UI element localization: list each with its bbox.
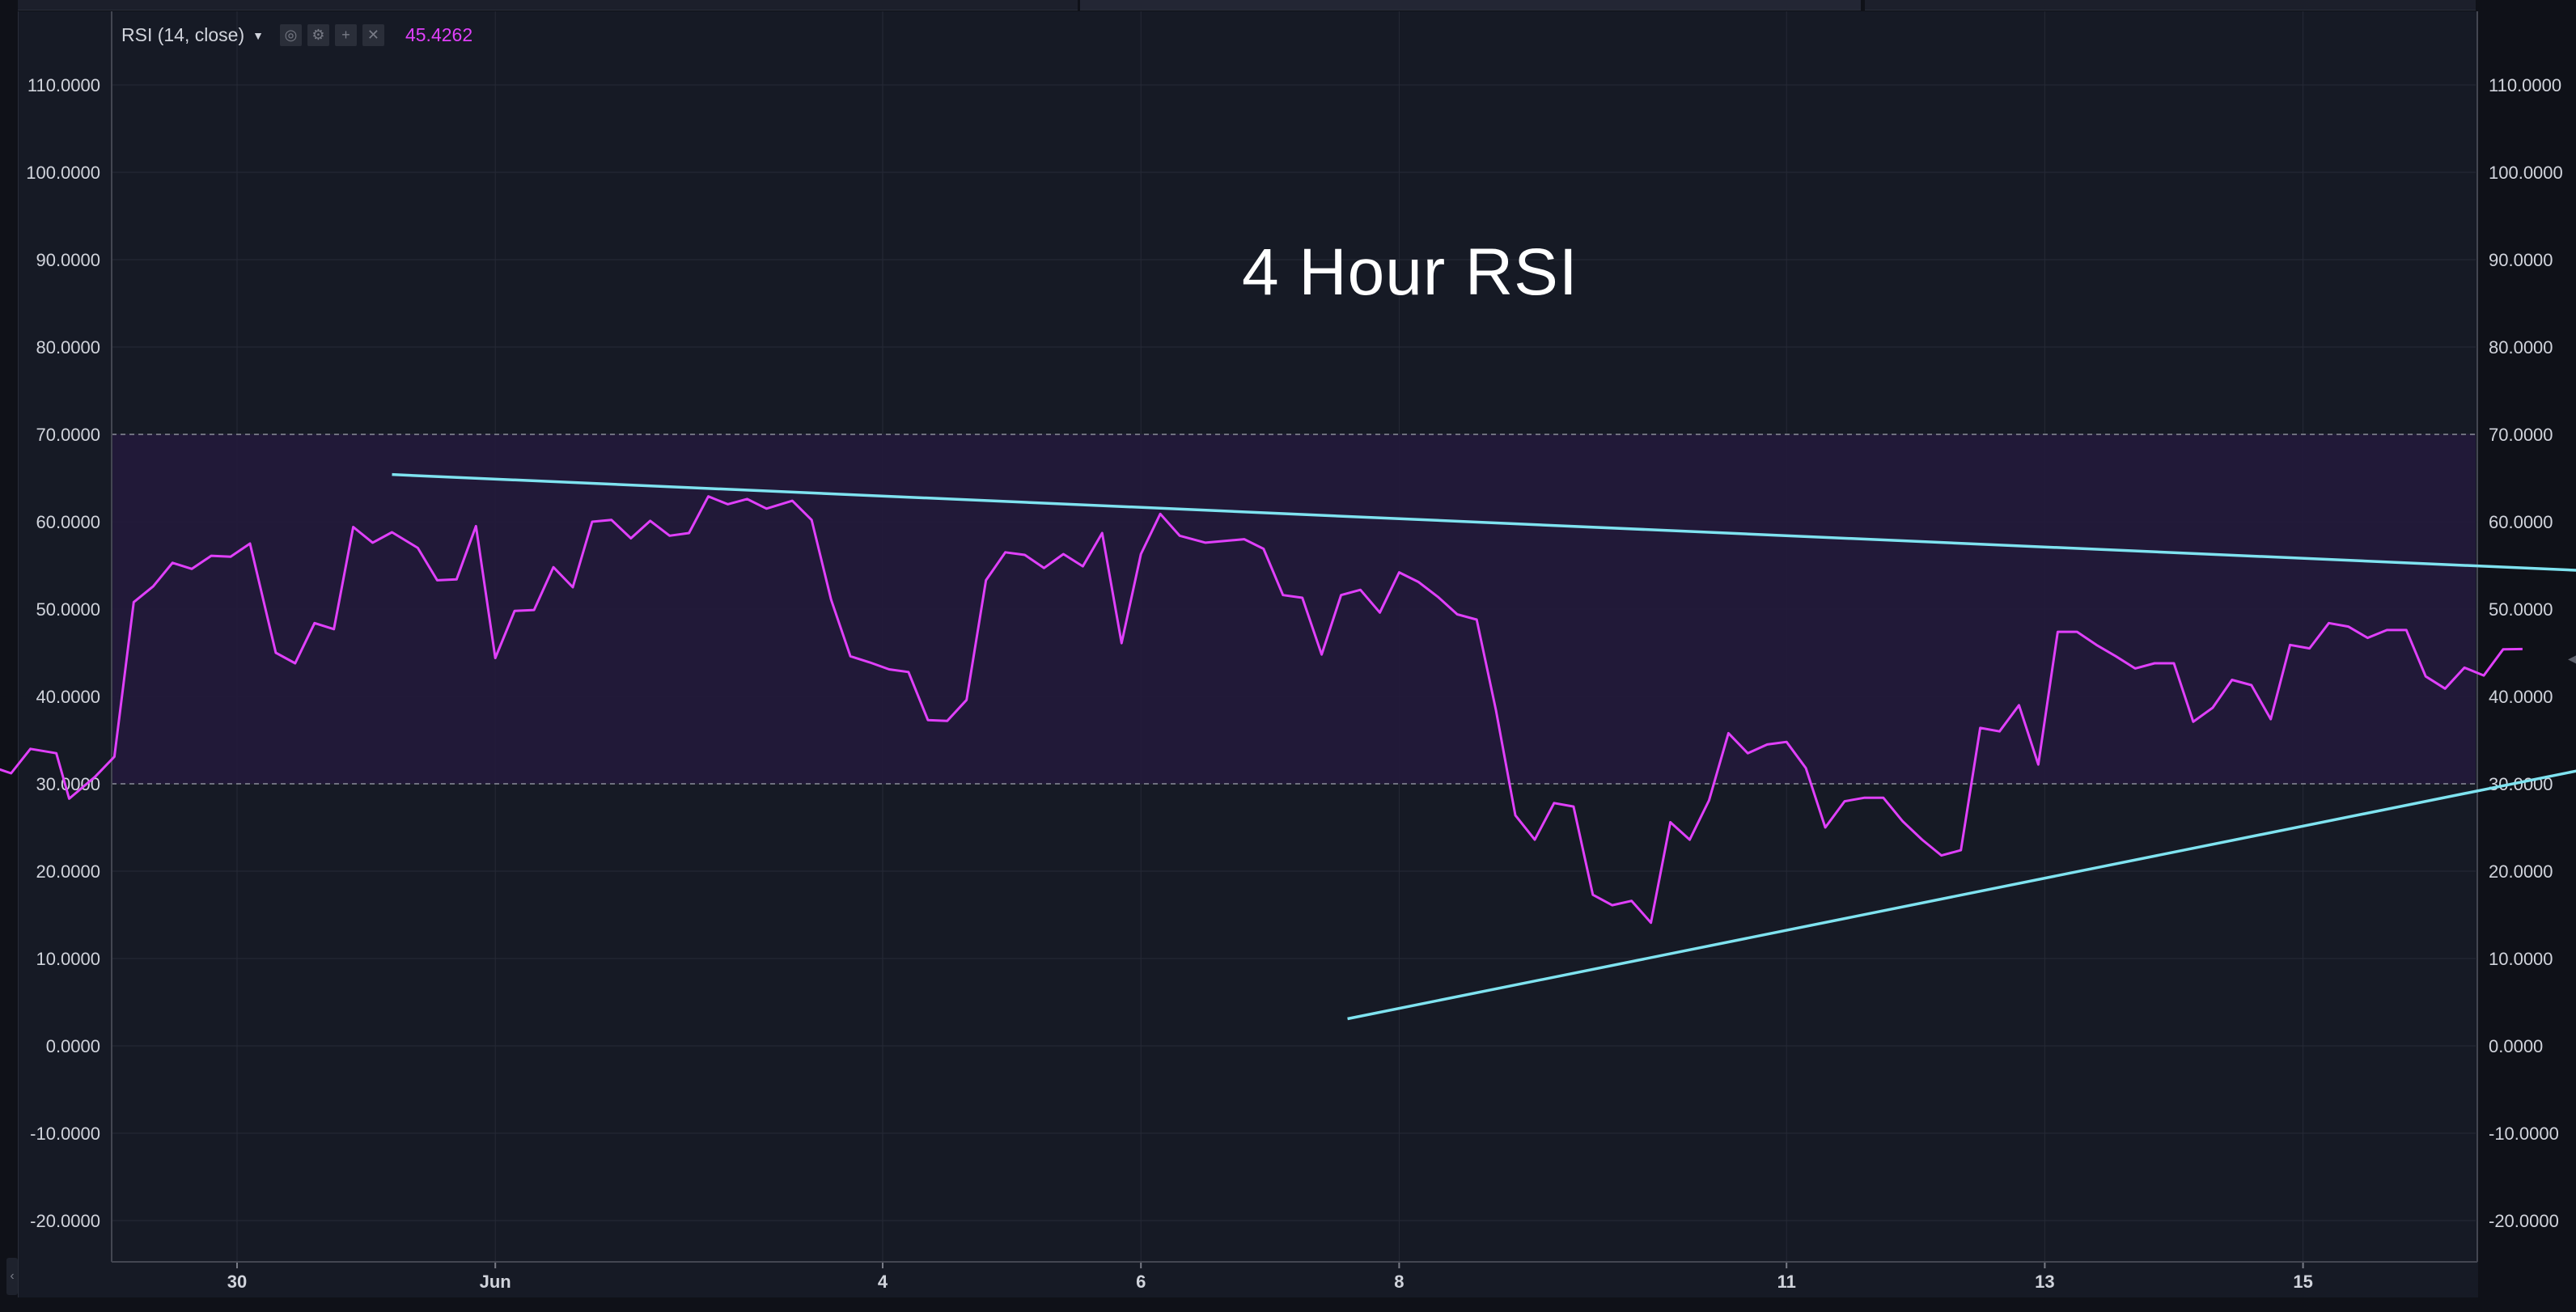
- y-tick-label-left: -20.0000: [30, 1211, 100, 1231]
- chevron-left-icon[interactable]: ‹: [6, 1258, 18, 1295]
- chart-title-annotation[interactable]: 4 Hour RSI: [1242, 235, 1578, 309]
- indicator-legend[interactable]: RSI (14, close) ▼ ◎ ⚙ + ✕ 45.4262: [121, 24, 472, 46]
- y-tick-label-left: 70.0000: [36, 425, 100, 445]
- x-tick-label: 8: [1394, 1272, 1404, 1292]
- x-tick-label: 6: [1136, 1272, 1146, 1292]
- y-tick-label-left: -10.0000: [30, 1124, 100, 1144]
- y-tick-label-left: 60.0000: [36, 512, 100, 532]
- rsi-series: [0, 495, 2523, 925]
- y-tick-label-right: -20.0000: [2489, 1211, 2559, 1231]
- y-tick-label-left: 50.0000: [36, 599, 100, 620]
- gear-icon[interactable]: ⚙: [307, 24, 329, 46]
- indicator-value: 45.4262: [405, 24, 473, 45]
- x-tick-label: 15: [2293, 1272, 2312, 1292]
- eye-icon[interactable]: ◎: [279, 24, 302, 46]
- y-tick-label-left: 20.0000: [36, 861, 100, 882]
- y-tick-label-right: 110.0000: [2489, 75, 2561, 95]
- y-tick-label-left: 0.0000: [46, 1036, 100, 1056]
- y-tick-label-right: 0.0000: [2489, 1036, 2543, 1056]
- chevron-down-icon[interactable]: ▼: [252, 28, 264, 42]
- x-tick-label: 30: [227, 1272, 247, 1292]
- y-tick-label-right: 10.0000: [2489, 949, 2553, 969]
- y-tick-label-right: 40.0000: [2489, 687, 2553, 707]
- legend-buttons: ◎ ⚙ + ✕: [279, 24, 384, 46]
- trendlines[interactable]: [392, 472, 2576, 1021]
- y-tick-label-right: -10.0000: [2489, 1124, 2559, 1144]
- x-tick-label: 11: [1777, 1272, 1796, 1292]
- y-tick-label-right: 70.0000: [2489, 425, 2553, 445]
- y-tick-label-left: 40.0000: [36, 687, 100, 707]
- top-toolbar-strip-right: [1865, 0, 2476, 11]
- indicator-name[interactable]: RSI (14, close): [121, 24, 245, 45]
- x-tick-label: 4: [878, 1272, 888, 1292]
- y-tick-label-right: 80.0000: [2489, 337, 2553, 358]
- top-toolbar-strip: [18, 0, 1078, 11]
- chevron-left-icon[interactable]: ◀: [2568, 652, 2576, 665]
- rsi-band: [112, 434, 2476, 785]
- y-tick-label-right: 100.0000: [2489, 163, 2563, 183]
- overbought-oversold-band: [112, 434, 2476, 784]
- close-icon[interactable]: ✕: [362, 24, 384, 46]
- x-tick-label: 13: [2035, 1272, 2054, 1292]
- y-tick-label-right: 90.0000: [2489, 250, 2553, 270]
- plus-icon[interactable]: +: [334, 24, 357, 46]
- support-trendline[interactable]: [1347, 612, 2576, 1021]
- top-toolbar-strip-tab[interactable]: [1080, 0, 1861, 11]
- y-tick-label-left: 10.0000: [36, 949, 100, 969]
- y-tick-label-left: 110.0000: [28, 75, 100, 95]
- resistance-trendline[interactable]: [392, 472, 2576, 605]
- rsi-line: [0, 495, 2523, 925]
- y-tick-label-left: 80.0000: [36, 337, 100, 358]
- y-tick-label-right: 50.0000: [2489, 599, 2553, 620]
- y-tick-label-left: 90.0000: [36, 250, 100, 270]
- y-tick-label-left: 100.0000: [26, 163, 100, 183]
- x-tick-label: Jun: [480, 1272, 511, 1292]
- y-tick-label-right: 60.0000: [2489, 512, 2553, 532]
- y-tick-label-right: 20.0000: [2489, 861, 2553, 882]
